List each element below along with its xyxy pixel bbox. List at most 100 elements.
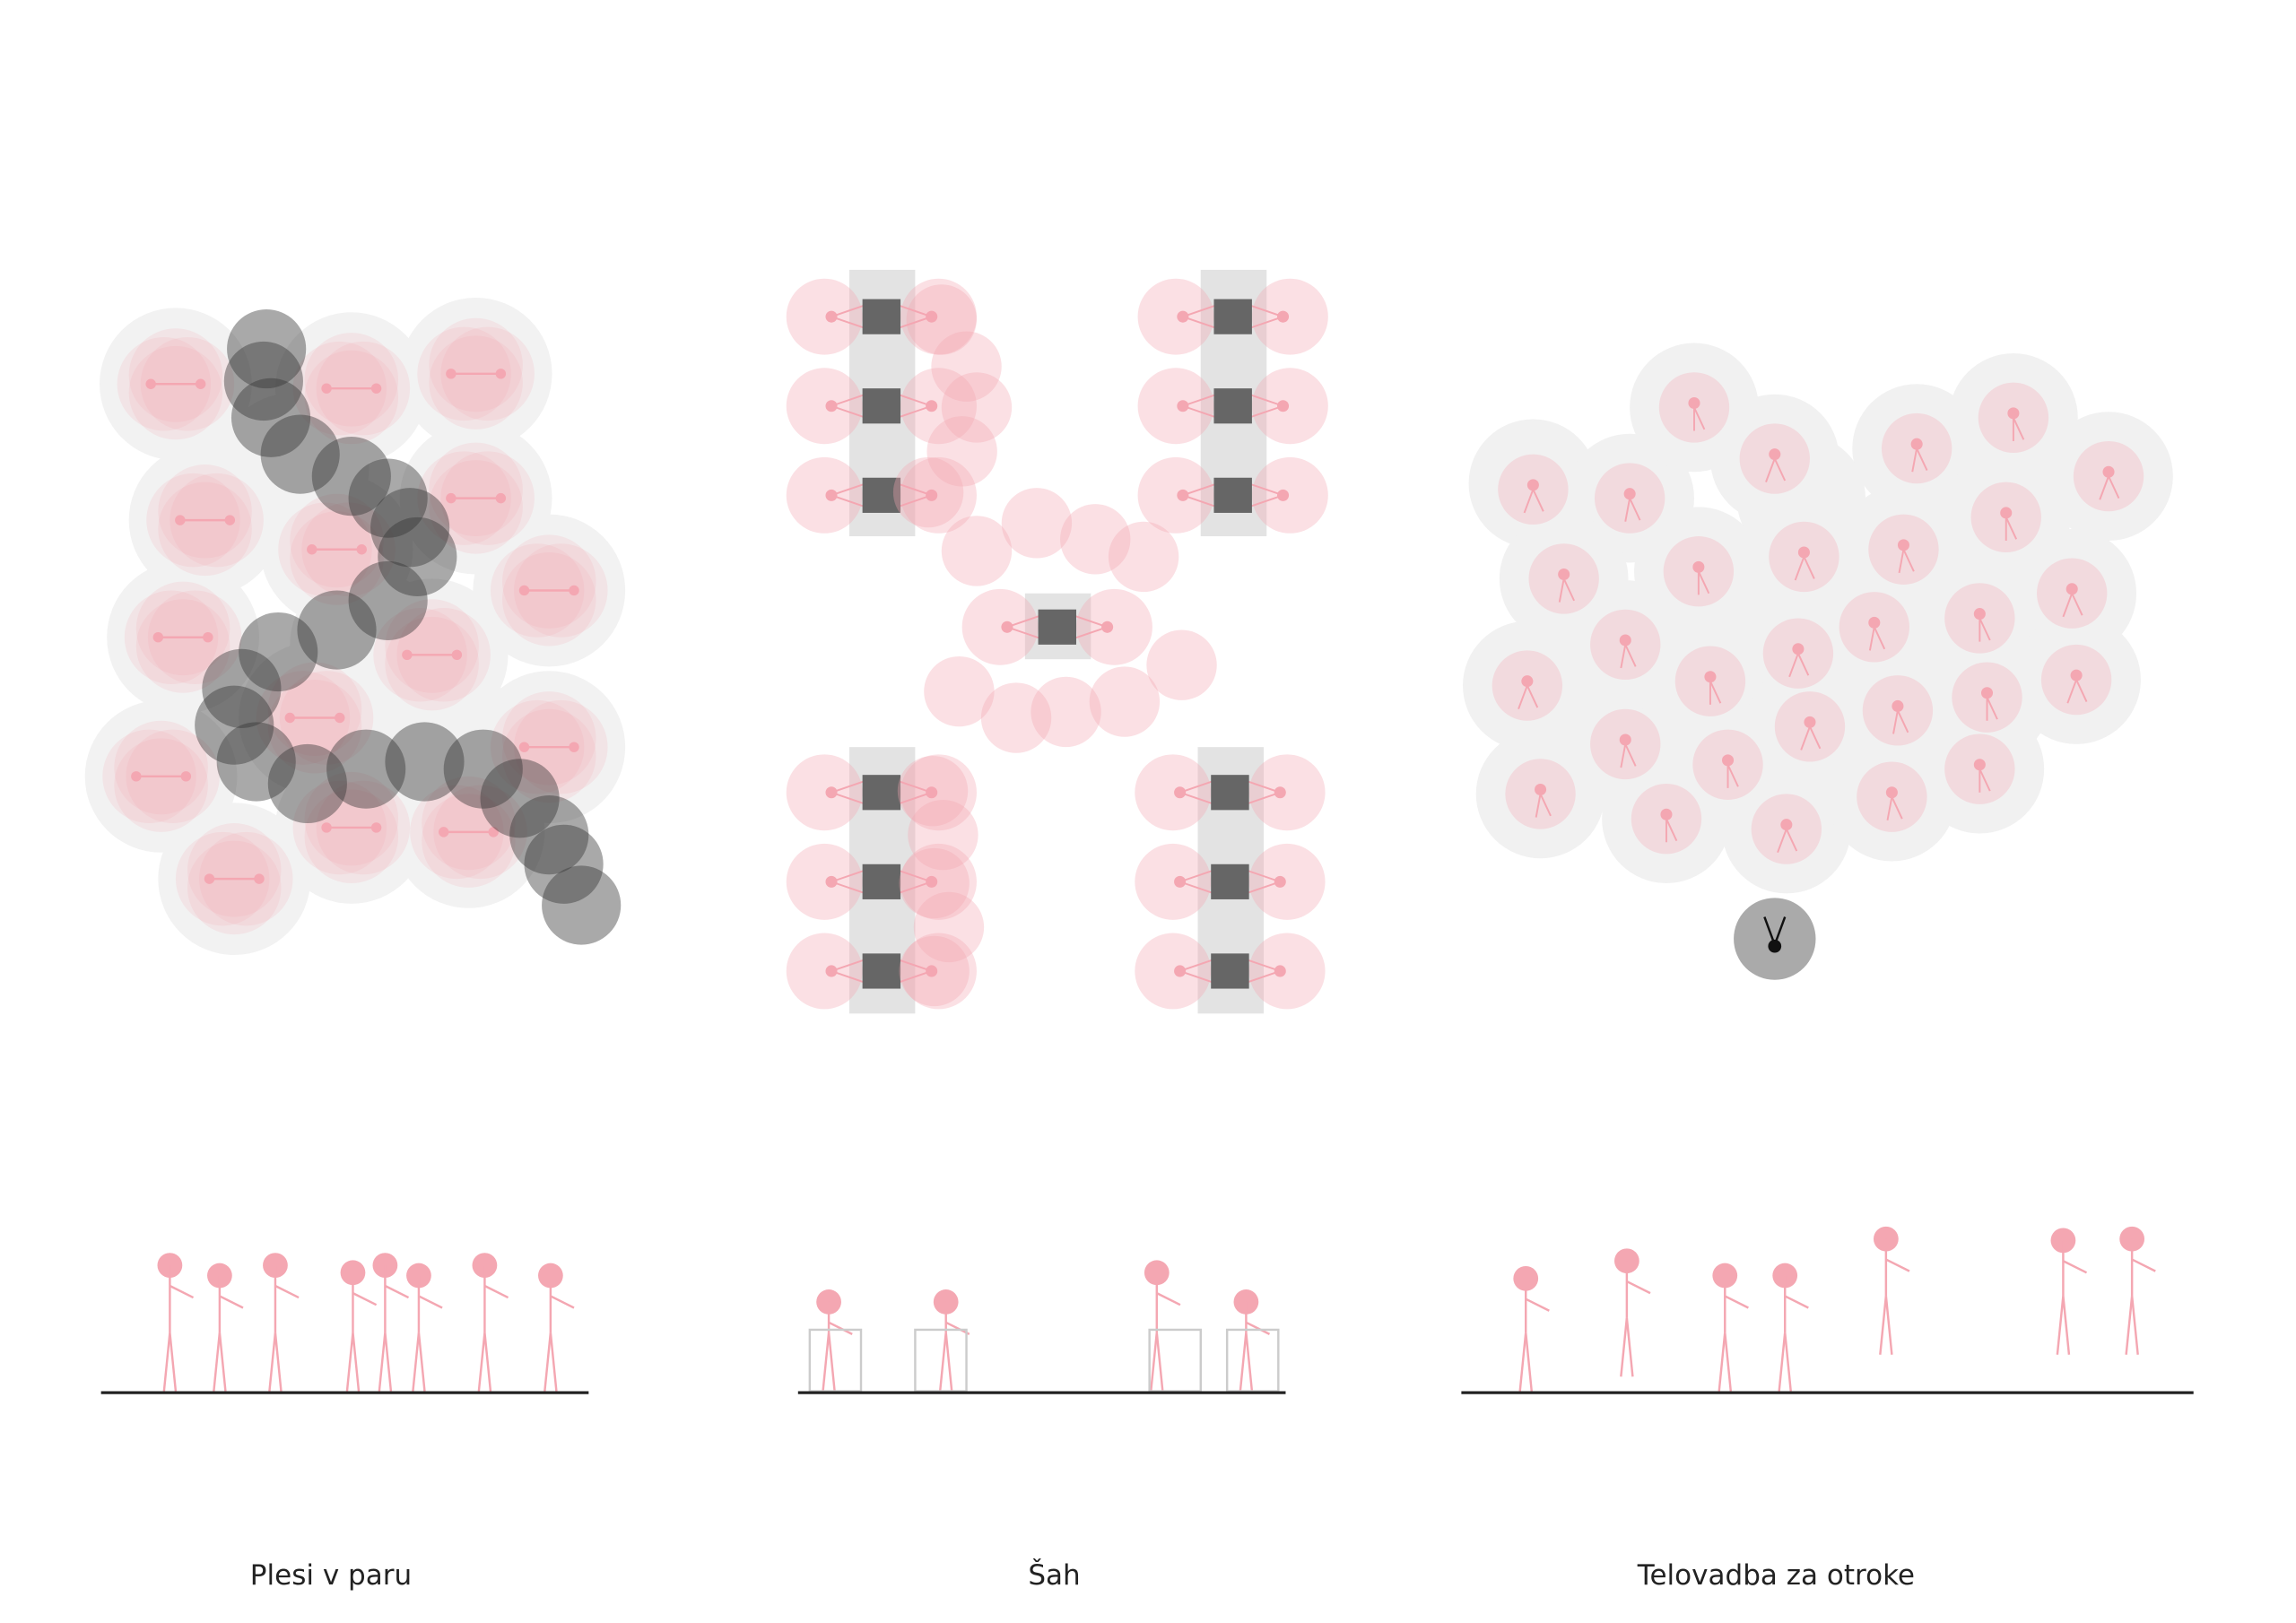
pink-circle bbox=[1135, 754, 1212, 831]
player-line bbox=[1179, 958, 1215, 972]
player-line bbox=[897, 482, 933, 497]
pink-circle bbox=[1135, 843, 1212, 920]
dark-circle bbox=[443, 729, 523, 809]
background-blob bbox=[1663, 551, 1793, 681]
player-dot bbox=[825, 965, 838, 977]
pink-circle bbox=[786, 933, 863, 1010]
player-line bbox=[1073, 626, 1108, 640]
player-line bbox=[1006, 614, 1042, 629]
chess-board bbox=[1038, 609, 1076, 645]
figure-leg bbox=[2056, 1296, 2065, 1355]
pink-circle bbox=[128, 328, 223, 422]
chess-board bbox=[862, 388, 901, 424]
figure-leg bbox=[1724, 1332, 1733, 1392]
figure-leg bbox=[345, 1332, 354, 1392]
player-dot bbox=[1001, 621, 1013, 633]
pink-circle bbox=[290, 493, 384, 588]
child-dot bbox=[1804, 716, 1816, 728]
player-dot bbox=[1274, 965, 1286, 977]
player-line bbox=[897, 881, 933, 895]
player-dot bbox=[1177, 310, 1189, 323]
child-dot bbox=[2066, 583, 2078, 595]
panel-label: Plesi v paru bbox=[250, 1559, 412, 1592]
player-line bbox=[1245, 779, 1281, 794]
figure-leg bbox=[268, 1332, 277, 1392]
player-line bbox=[1245, 881, 1281, 895]
child-dot bbox=[1535, 783, 1547, 796]
player-line bbox=[1182, 316, 1218, 330]
child-line bbox=[1693, 406, 1706, 430]
figure-leg bbox=[1884, 1296, 1893, 1355]
chair-table bbox=[808, 1328, 863, 1393]
child-line bbox=[1897, 709, 1909, 733]
figure-arm bbox=[169, 1284, 195, 1299]
pair-dot bbox=[495, 369, 507, 379]
player-dot bbox=[825, 875, 838, 888]
pink-circle bbox=[786, 754, 863, 831]
pink-circle bbox=[1135, 933, 1212, 1010]
pink-circle bbox=[429, 442, 523, 537]
chess-board bbox=[862, 299, 901, 334]
player-dot bbox=[1174, 875, 1187, 888]
pink-circle bbox=[899, 847, 970, 919]
child-line bbox=[1868, 627, 1875, 651]
pink-circle bbox=[1137, 456, 1214, 534]
child-line bbox=[1518, 685, 1528, 710]
pink-circle bbox=[502, 534, 596, 629]
child-dot bbox=[1973, 759, 1986, 771]
player-dot bbox=[926, 786, 938, 799]
chess-board bbox=[862, 477, 901, 513]
player-line bbox=[1248, 494, 1283, 508]
player-line bbox=[831, 494, 866, 508]
player-dot bbox=[926, 489, 938, 501]
figure-leg bbox=[1245, 1332, 1254, 1392]
child-dot bbox=[2070, 669, 2083, 681]
child-line bbox=[1800, 725, 1811, 751]
background-blob bbox=[1795, 638, 1925, 768]
child-line bbox=[1979, 618, 1991, 641]
child-line bbox=[1558, 578, 1565, 603]
figure-leg bbox=[2062, 1296, 2071, 1355]
background-blob bbox=[362, 655, 516, 809]
child-line bbox=[1629, 498, 1641, 521]
figure-arm bbox=[828, 1321, 853, 1335]
pair-dot bbox=[224, 515, 236, 525]
figure-arm bbox=[384, 1284, 410, 1299]
child-line bbox=[1785, 829, 1798, 852]
pink-circle bbox=[135, 581, 230, 676]
pink-circle bbox=[892, 456, 964, 528]
pink-circle bbox=[429, 460, 523, 554]
dark-circle bbox=[385, 722, 465, 802]
child-line bbox=[1873, 626, 1886, 650]
player-dot bbox=[1101, 621, 1114, 633]
pink-circle bbox=[1248, 933, 1326, 1010]
pink-circle bbox=[135, 599, 230, 693]
child-line bbox=[1526, 685, 1539, 708]
child-dot bbox=[1868, 616, 1881, 629]
pink-circle bbox=[429, 317, 523, 412]
player-line bbox=[897, 304, 933, 318]
figure-leg bbox=[2130, 1296, 2139, 1355]
child-line bbox=[1911, 447, 1918, 473]
figure-arm bbox=[1626, 1280, 1651, 1295]
player-line bbox=[1179, 869, 1215, 883]
child-line bbox=[2005, 516, 2018, 540]
child-dot bbox=[1660, 808, 1673, 820]
pink-circle bbox=[900, 933, 977, 1010]
figure-leg bbox=[827, 1332, 836, 1392]
figure-arm bbox=[418, 1295, 443, 1309]
figure-leg bbox=[2125, 1296, 2134, 1355]
figure-arm bbox=[1724, 1295, 1749, 1309]
pink-circle bbox=[931, 331, 1002, 402]
pink-circle bbox=[502, 691, 596, 785]
chess-board bbox=[862, 775, 901, 811]
player-line bbox=[831, 482, 866, 497]
dark-circle bbox=[227, 309, 307, 389]
player-dot bbox=[1274, 786, 1286, 799]
pair-dot bbox=[370, 383, 382, 394]
figure-leg bbox=[213, 1332, 222, 1392]
dark-circle bbox=[223, 341, 303, 421]
child-line bbox=[1788, 653, 1799, 678]
chess-board bbox=[1213, 477, 1252, 513]
